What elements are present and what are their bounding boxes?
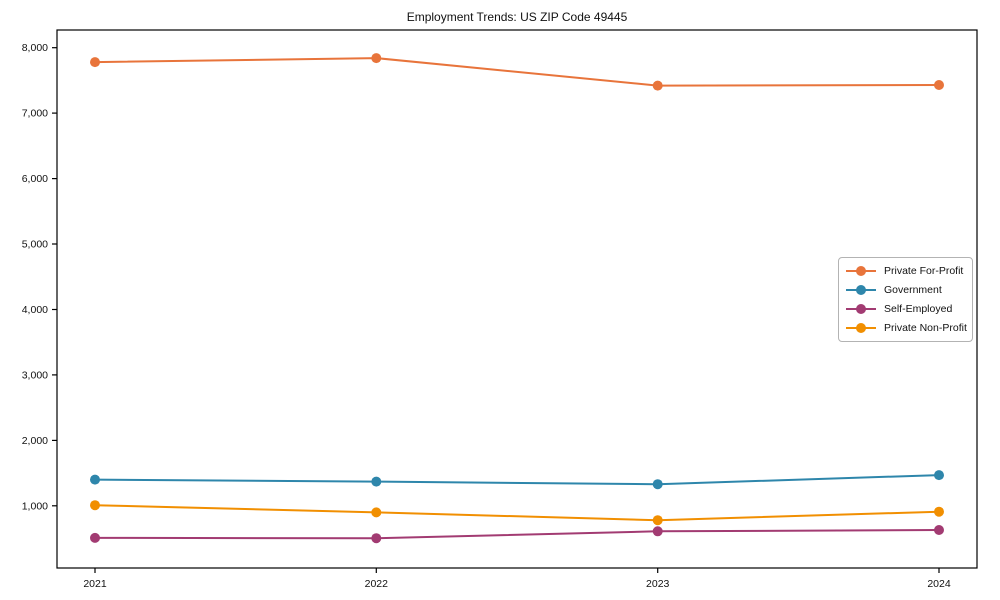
data-point: [90, 532, 100, 543]
plot-border: [56, 29, 978, 569]
series-line: [94, 504, 940, 522]
x-tick-label: 2023: [646, 578, 670, 590]
data-point: [934, 470, 944, 481]
data-point: [371, 507, 382, 518]
y-tick-label: 8,000: [22, 42, 48, 54]
x-tick-label: 2022: [365, 578, 389, 590]
y-tick-label: 5,000: [22, 239, 48, 251]
legend-label: Self-Employed: [884, 302, 953, 315]
legend-label: Private For-Profit: [884, 265, 964, 278]
legend-line-marker-icon: [846, 322, 876, 333]
x-tick-label: 2024: [927, 578, 951, 590]
data-point: [371, 53, 382, 64]
legend-label: Government: [884, 284, 942, 297]
series-line: [94, 57, 940, 87]
legend-line-marker-icon: [846, 266, 876, 277]
series-line: [94, 529, 940, 540]
data-point: [934, 525, 944, 535]
legend-label: Private Non-Profit: [884, 321, 967, 334]
data-point: [90, 500, 100, 511]
legend-item: Self-Employed: [846, 300, 965, 319]
chart-title: Employment Trends: US ZIP Code 49445: [406, 10, 628, 24]
y-tick-label: 1,000: [22, 500, 48, 512]
data-point: [371, 533, 382, 544]
legend-item: Private For-Profit: [846, 262, 965, 281]
data-point: [90, 57, 100, 68]
data-point: [652, 479, 663, 490]
y-tick-label: 7,000: [22, 108, 48, 120]
legend-line-marker-icon: [846, 285, 876, 296]
data-point: [90, 474, 100, 485]
y-tick-label: 4,000: [22, 304, 48, 316]
data-point: [652, 80, 663, 91]
data-point: [652, 515, 663, 526]
legend-line-marker-icon: [846, 303, 876, 314]
legend-item: Government: [846, 281, 965, 300]
series-line: [94, 474, 940, 486]
data-point: [934, 80, 944, 90]
data-point: [371, 476, 382, 487]
y-tick-label: 2,000: [22, 435, 48, 447]
data-point: [934, 506, 944, 517]
data-point: [652, 526, 663, 537]
legend: Private For-Profit Government Self-Employe…: [838, 257, 973, 342]
y-tick-label: 6,000: [22, 173, 48, 185]
y-tick-label: 3,000: [22, 369, 48, 381]
legend-item: Private Non-Profit: [846, 318, 967, 337]
x-tick-label: 2021: [83, 578, 107, 590]
